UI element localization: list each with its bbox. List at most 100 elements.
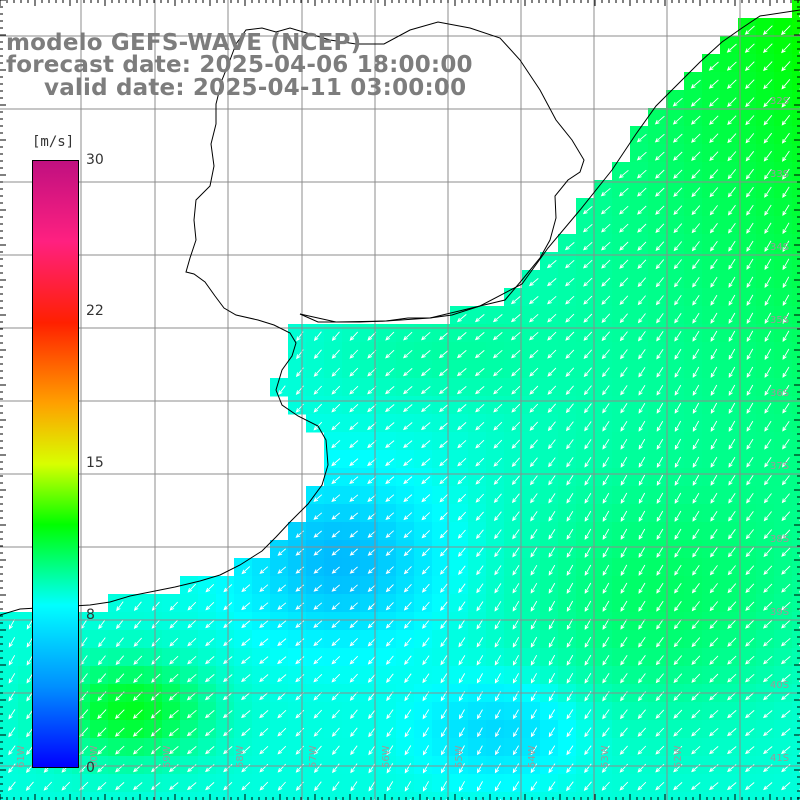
wind-speed-cell <box>360 432 379 451</box>
wind-arrow <box>241 710 251 719</box>
wind-arrow <box>440 781 447 792</box>
wind-arrow <box>439 493 449 503</box>
wind-arrow <box>782 204 790 216</box>
wind-arrow <box>115 673 125 684</box>
wind-speed-cell <box>774 162 793 181</box>
wind-speed-cell <box>684 702 703 721</box>
wind-speed-cell <box>738 180 757 199</box>
wind-arrow <box>674 348 682 360</box>
wind-speed-cell <box>54 774 73 793</box>
wind-speed-cell <box>0 630 19 649</box>
wind-speed-cell <box>180 738 199 757</box>
wind-speed-cell <box>648 252 667 271</box>
wind-speed-cell <box>90 630 109 649</box>
wind-arrow <box>367 530 376 538</box>
wind-arrow <box>728 366 736 378</box>
wind-arrow <box>763 655 773 665</box>
wind-arrow <box>349 458 359 467</box>
wind-speed-cell <box>792 756 800 775</box>
wind-arrow <box>277 638 287 647</box>
wind-arrow <box>529 367 539 377</box>
wind-speed-cell <box>756 324 775 343</box>
wind-speed-cell <box>450 612 469 631</box>
wind-speed-cell <box>306 522 325 541</box>
wind-arrow <box>331 566 340 574</box>
wind-arrow <box>584 582 592 594</box>
wind-arrow <box>565 259 575 269</box>
wind-speed-cell <box>612 270 631 289</box>
wind-arrow <box>313 548 322 556</box>
wind-arrow <box>169 583 178 593</box>
wind-arrow <box>620 618 628 630</box>
wind-arrow <box>277 781 286 791</box>
wind-speed-cell <box>162 774 181 793</box>
wind-arrow <box>782 312 790 325</box>
wind-arrow <box>474 350 485 359</box>
wind-arrow <box>530 636 538 648</box>
wind-arrow <box>349 494 359 502</box>
wind-speed-cell <box>594 576 613 595</box>
wind-speed-cell <box>558 702 577 721</box>
wind-arrow <box>169 601 179 611</box>
wind-arrow <box>692 456 700 468</box>
wind-arrow <box>512 583 520 594</box>
wind-arrow <box>350 763 358 774</box>
wind-speed-cell <box>432 594 451 613</box>
wind-speed-cell <box>738 720 757 739</box>
wind-speed-cell <box>486 720 505 739</box>
wind-arrow <box>781 475 790 486</box>
wind-speed-cell <box>738 324 757 343</box>
wind-arrow <box>187 655 197 665</box>
wind-speed-cell <box>684 630 703 649</box>
wind-arrow <box>241 781 251 791</box>
wind-arrow <box>602 618 610 630</box>
wind-speed-cell <box>234 558 253 577</box>
wind-arrow <box>440 583 448 593</box>
wind-speed-cell <box>540 738 559 757</box>
wind-arrow <box>744 61 755 72</box>
wind-arrow <box>728 384 736 396</box>
wind-speed-cell <box>396 666 415 685</box>
wind-speed-cell <box>648 558 667 577</box>
wind-arrow <box>151 782 161 791</box>
latitude-label: 39S <box>770 607 789 618</box>
wind-speed-cell <box>648 126 667 145</box>
wind-arrow <box>781 728 791 737</box>
wind-arrow <box>762 674 773 683</box>
wind-arrow <box>422 727 430 738</box>
wind-speed-cell <box>378 774 397 793</box>
wind-speed-cell <box>666 522 685 541</box>
wind-arrow <box>548 654 556 666</box>
wind-speed-cell <box>666 144 685 163</box>
wind-speed-cell <box>648 360 667 379</box>
wind-speed-cell <box>180 594 199 613</box>
wind-speed-cell <box>612 648 631 667</box>
wind-speed-cell <box>756 378 775 397</box>
wind-arrow <box>583 367 592 378</box>
latitude-label: 40S <box>770 680 789 691</box>
wind-arrow <box>438 332 449 341</box>
wind-speed-cell <box>612 162 631 181</box>
wind-arrow <box>26 655 34 666</box>
wind-arrow <box>692 312 700 324</box>
wind-arrow <box>457 440 467 449</box>
wind-arrow <box>97 673 107 684</box>
wind-speed-cell <box>702 504 721 523</box>
wind-arrow <box>548 727 556 738</box>
wind-speed-cell <box>612 468 631 487</box>
wind-arrow <box>98 637 106 648</box>
wind-speed-cell <box>360 558 379 577</box>
wind-speed-cell <box>432 630 451 649</box>
wind-arrow <box>565 313 575 323</box>
wind-arrow <box>655 781 665 791</box>
wind-speed-cell <box>612 234 631 253</box>
wind-speed-cell <box>306 414 325 433</box>
wind-arrow <box>746 204 754 216</box>
wind-speed-cell <box>558 720 577 739</box>
wind-arrow <box>168 709 179 719</box>
wind-speed-cell <box>18 792 37 800</box>
forecast-date-label: forecast date: 2025-04-06 18:00:00 <box>6 52 473 78</box>
wind-speed-cell <box>522 594 541 613</box>
wind-arrow <box>673 782 683 791</box>
wind-arrow <box>367 584 376 592</box>
